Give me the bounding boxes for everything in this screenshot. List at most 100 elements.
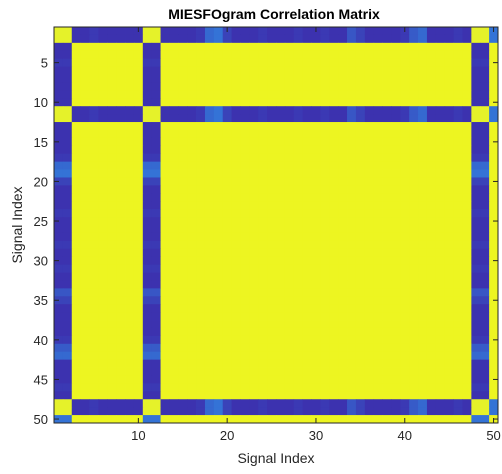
heatmap-cell: [249, 367, 259, 376]
heatmap-cell: [231, 74, 241, 83]
heatmap-cell: [347, 256, 357, 265]
heatmap-cell: [151, 82, 161, 91]
heatmap-cell: [222, 256, 232, 265]
heatmap-cell: [409, 240, 419, 250]
heatmap-cell: [284, 82, 295, 91]
heatmap-cell: [258, 415, 268, 424]
heatmap-cell: [355, 161, 366, 170]
heatmap-cell: [391, 153, 401, 163]
heatmap-cell: [400, 256, 410, 265]
heatmap-cell: [213, 320, 224, 329]
heatmap-cell: [54, 145, 64, 155]
heatmap-cell: [169, 153, 179, 163]
heatmap-cell: [400, 34, 410, 44]
heatmap-cell: [311, 288, 321, 297]
heatmap-cell: [329, 391, 339, 400]
heatmap-cell: [471, 232, 481, 242]
heatmap-cell: [364, 177, 375, 186]
heatmap-cell: [471, 304, 481, 313]
heatmap-cell: [178, 391, 188, 400]
heatmap-cell: [54, 240, 64, 250]
heatmap-cell: [400, 383, 410, 392]
heatmap-cell: [400, 177, 410, 186]
heatmap-cell: [489, 351, 499, 361]
heatmap-cell: [125, 27, 135, 36]
heatmap-cell: [391, 296, 401, 305]
heatmap-cell: [347, 114, 357, 123]
heatmap-cell: [258, 114, 268, 123]
heatmap-cell: [240, 296, 250, 305]
heatmap-cell: [293, 367, 304, 376]
heatmap-cell: [187, 248, 197, 258]
heatmap-cell: [418, 335, 428, 345]
heatmap-cell: [54, 407, 64, 416]
heatmap-cell: [364, 327, 375, 337]
heatmap-cell: [151, 288, 161, 297]
heatmap-cell: [329, 327, 339, 337]
heatmap-cell: [107, 304, 117, 313]
heatmap-cell: [151, 129, 161, 139]
heatmap-cell: [231, 240, 241, 250]
heatmap-cell: [151, 153, 161, 163]
heatmap-cell: [89, 280, 99, 289]
heatmap-cell: [364, 225, 375, 234]
heatmap-cell: [151, 34, 161, 44]
heatmap-cell: [258, 82, 268, 91]
heatmap-cell: [80, 50, 90, 60]
heatmap-cell: [320, 193, 330, 202]
heatmap-cell: [426, 272, 437, 281]
heatmap-cell: [204, 256, 215, 265]
heatmap-cell: [373, 82, 383, 91]
heatmap-cell: [258, 177, 268, 186]
heatmap-cell: [471, 248, 481, 258]
heatmap-cell: [284, 145, 295, 155]
heatmap-cell: [169, 415, 179, 424]
heatmap-cell: [373, 137, 383, 147]
heatmap-cell: [284, 264, 295, 273]
heatmap-cell: [444, 415, 454, 424]
heatmap-cell: [62, 34, 73, 44]
heatmap-cell: [222, 177, 232, 186]
heatmap-cell: [249, 98, 259, 107]
heatmap-cell: [293, 66, 304, 75]
heatmap-cell: [409, 42, 419, 52]
heatmap-cell: [276, 209, 286, 218]
heatmap-cell: [98, 185, 108, 194]
heatmap-cell: [391, 98, 401, 107]
heatmap-cell: [249, 359, 259, 368]
heatmap-cell: [444, 82, 454, 91]
heatmap-cell: [125, 74, 135, 83]
heatmap-cell: [258, 296, 268, 305]
heatmap-cell: [293, 106, 304, 115]
heatmap-cell: [302, 391, 312, 400]
heatmap-cell: [142, 217, 153, 226]
heatmap-cell: [116, 343, 126, 353]
heatmap-cell: [391, 161, 401, 170]
heatmap-cell: [347, 327, 357, 337]
heatmap-cell: [391, 42, 401, 52]
heatmap-cell: [311, 137, 321, 147]
heatmap-cell: [418, 232, 428, 242]
heatmap-cell: [480, 256, 490, 265]
heatmap-cell: [480, 98, 490, 107]
heatmap-cell: [302, 129, 312, 139]
heatmap-cell: [347, 304, 357, 313]
heatmap-cell: [151, 335, 161, 345]
heatmap-cell: [311, 153, 321, 163]
heatmap-cell: [338, 106, 348, 115]
heatmap-cell: [116, 225, 126, 234]
heatmap-cell: [222, 351, 232, 361]
heatmap-cell: [480, 58, 490, 67]
heatmap-cell: [258, 74, 268, 83]
heatmap-cell: [489, 240, 499, 250]
heatmap-cell: [54, 320, 64, 329]
heatmap-cell: [240, 106, 250, 115]
heatmap-cell: [249, 264, 259, 273]
heatmap-cell: [187, 391, 197, 400]
heatmap-cell: [293, 375, 304, 384]
heatmap-cell: [98, 391, 108, 400]
heatmap-cell: [204, 145, 215, 155]
heatmap-cell: [284, 114, 295, 123]
heatmap-cell: [160, 42, 170, 52]
heatmap-cell: [382, 169, 392, 178]
